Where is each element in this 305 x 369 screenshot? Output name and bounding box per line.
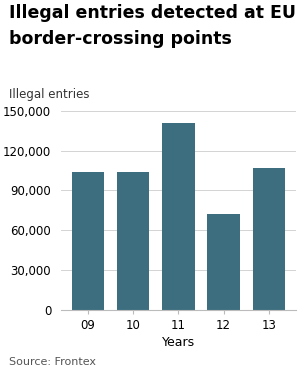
Bar [117, 172, 149, 310]
Text: Illegal entries detected at EU: Illegal entries detected at EU [9, 4, 296, 22]
Bar [72, 172, 104, 310]
Bar [253, 168, 285, 310]
Bar [207, 214, 240, 310]
Bar [162, 123, 195, 310]
X-axis label: Years: Years [162, 336, 195, 349]
Text: Source: Frontex: Source: Frontex [9, 357, 96, 367]
Text: Illegal entries: Illegal entries [9, 89, 90, 101]
Text: border-crossing points: border-crossing points [9, 30, 232, 48]
